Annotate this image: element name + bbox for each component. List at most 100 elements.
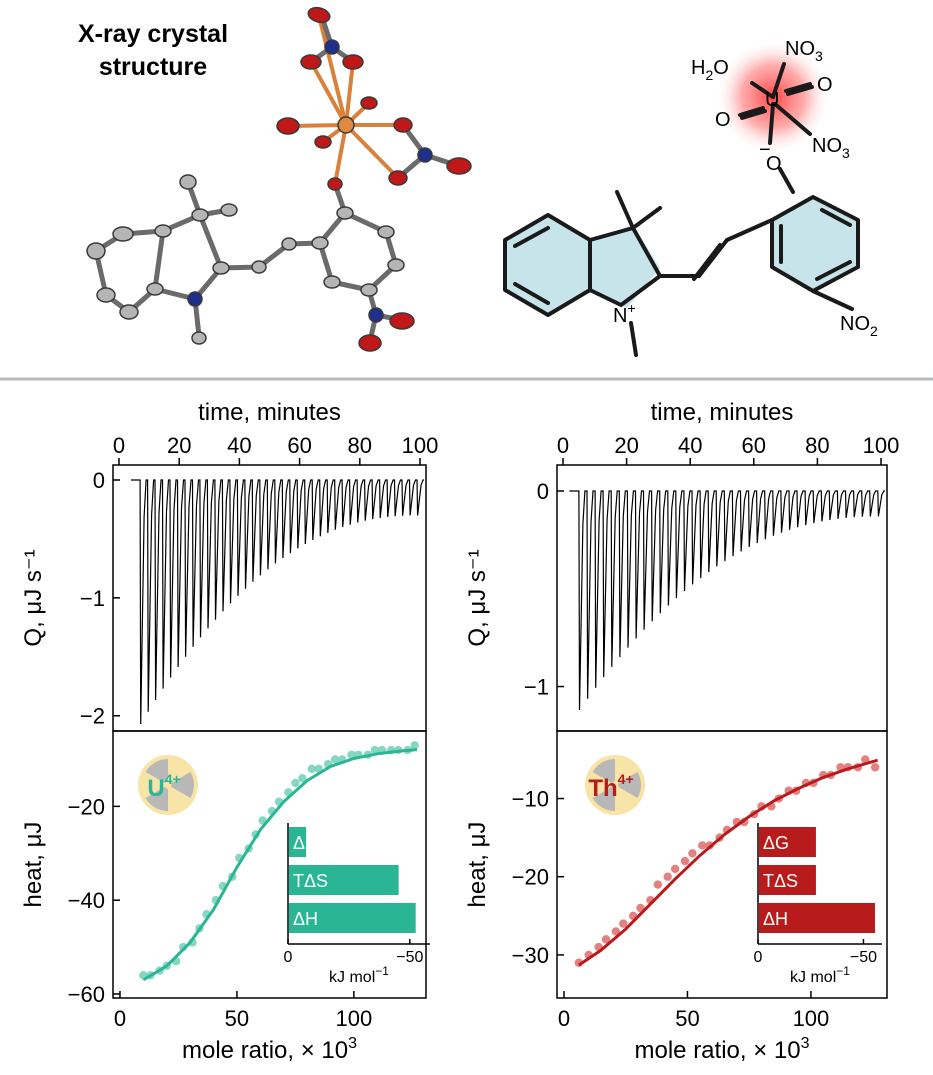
time-tick-label: 80: [348, 433, 372, 458]
inset-tick-label: 0: [284, 949, 293, 966]
fit-curve: [142, 748, 418, 982]
data-point: [601, 935, 611, 944]
structure-title-line1: X-ray crystal: [78, 20, 228, 48]
q-tick-label: −2: [80, 704, 105, 729]
inset-bar: [759, 827, 816, 857]
fit-curve: [577, 758, 879, 967]
inset-bar: [759, 903, 875, 933]
data-point: [663, 872, 672, 881]
atom-carbon: [323, 275, 341, 289]
atom-carbon: [387, 258, 405, 272]
atom-carbon: [281, 237, 297, 251]
mole-ratio-axis-title: mole ratio, × 103: [635, 1035, 810, 1064]
thermogram-panel-Th: 0 20 40 60 80 100 time, minutes 0 −1 Q, μJ s⁻¹: [464, 399, 899, 732]
ortep-atoms: [86, 6, 472, 352]
uranyl-oxygen-right: O: [817, 74, 833, 96]
ion-badge: U4+: [138, 755, 198, 815]
atom-carbon: [212, 261, 230, 275]
atom-carbon: [191, 331, 207, 345]
data-point: [370, 745, 380, 755]
time-tick-label: 80: [805, 433, 829, 458]
structure-title-line2: structure: [99, 53, 207, 81]
inset-bar-label: ΔH: [763, 909, 788, 929]
xray-structure-panel: X-ray crystal structure: [78, 6, 472, 352]
time-axis-title: time, minutes: [651, 399, 794, 426]
radiation-sector: [145, 759, 168, 783]
data-point: [680, 856, 690, 866]
inset-tick-label: 0: [754, 949, 763, 966]
data-point: [298, 774, 307, 783]
ion-charge: 4+: [165, 771, 181, 787]
atom-oxygen: [327, 177, 343, 191]
time-tick-label: 0: [557, 433, 569, 458]
atom-carbon: [146, 282, 164, 296]
atom-carbon: [191, 208, 209, 222]
data-point: [611, 927, 621, 936]
atom-oxygen: [393, 117, 413, 133]
time-tick-label: 40: [227, 433, 251, 458]
mole-ratio-tick-label: 0: [558, 1006, 570, 1031]
atom-nitrogen: [368, 307, 384, 323]
radiation-sector: [618, 772, 641, 798]
data-point: [330, 755, 340, 764]
time-tick-label: 60: [287, 433, 311, 458]
heat-tick-label: −20: [512, 865, 549, 890]
mole-ratio-tick-label: 100: [793, 1006, 830, 1031]
ion-symbol: U: [147, 775, 164, 802]
atom-nitrogen: [187, 291, 203, 307]
inset-bar-label: TΔS: [763, 871, 798, 891]
data-point: [307, 764, 316, 774]
ion-label: Th4+: [588, 771, 633, 802]
data-point: [619, 919, 628, 928]
time-tick-label: 20: [167, 433, 191, 458]
atom-carbon: [112, 226, 134, 242]
inset-bar: [289, 827, 307, 857]
atom-carbon: [179, 174, 197, 190]
heat-tick-label: −40: [68, 888, 105, 913]
data-point: [688, 849, 697, 858]
heat-axis-title: heat, μJ: [20, 822, 47, 908]
heat-tick-label: −20: [68, 794, 105, 819]
nitro-label: NO2: [840, 313, 878, 339]
mole-ratio-tick-label: 100: [335, 1006, 372, 1031]
inset-bar-label: ΔG: [763, 833, 789, 853]
q-tick-label: −1: [80, 586, 105, 611]
q-tick-label: 0: [537, 479, 549, 504]
atom-oxygen: [300, 54, 322, 70]
atom-oxygen: [360, 96, 378, 110]
atom-carbon: [377, 225, 395, 239]
atom-carbon: [311, 236, 329, 250]
atom-carbon: [220, 203, 238, 217]
uranium-label: U: [765, 89, 779, 111]
ion-label: U4+: [147, 771, 180, 802]
data-point: [670, 864, 680, 874]
data-point: [410, 741, 419, 750]
isotherm-panel-U: 0 50 100 mole ratio, × 103 −20 −40 −60 heat, μJ…: [20, 730, 430, 1064]
indolium-nitrogen-label: N+: [613, 300, 636, 327]
data-point: [861, 755, 870, 764]
inset-bar: [289, 903, 416, 933]
inset-bar-label: ΔG: [293, 833, 319, 853]
atom-oxygen: [389, 312, 415, 330]
atom-oxygen: [388, 170, 408, 186]
atom-uranium: [337, 116, 355, 134]
aromatic-ring-fills: [505, 197, 858, 315]
atom-oxygen: [307, 6, 331, 24]
thermogram-trace: [569, 490, 885, 711]
radiation-sector: [145, 787, 168, 811]
atom-oxygen: [314, 135, 332, 149]
inset-axis-title: kJ mol−1: [329, 964, 389, 986]
heat-tick-label: −60: [68, 982, 105, 1007]
inset-bar-label: ΔH: [293, 909, 318, 929]
mole-ratio-tick-label: 50: [225, 1006, 249, 1031]
inset-axis-title: kJ mol−1: [790, 964, 850, 986]
q-tick-label: 0: [93, 468, 105, 493]
nitrate-right-label: NO3: [812, 135, 850, 161]
inset-tick-label: −50: [396, 949, 423, 966]
phenolate-oxygen-label: O: [766, 153, 782, 175]
thermogram-panel-U: 0 20 40 60 80 100 time, minutes 0 −1 −2 Q, μJ s⁻¹: [20, 399, 438, 732]
